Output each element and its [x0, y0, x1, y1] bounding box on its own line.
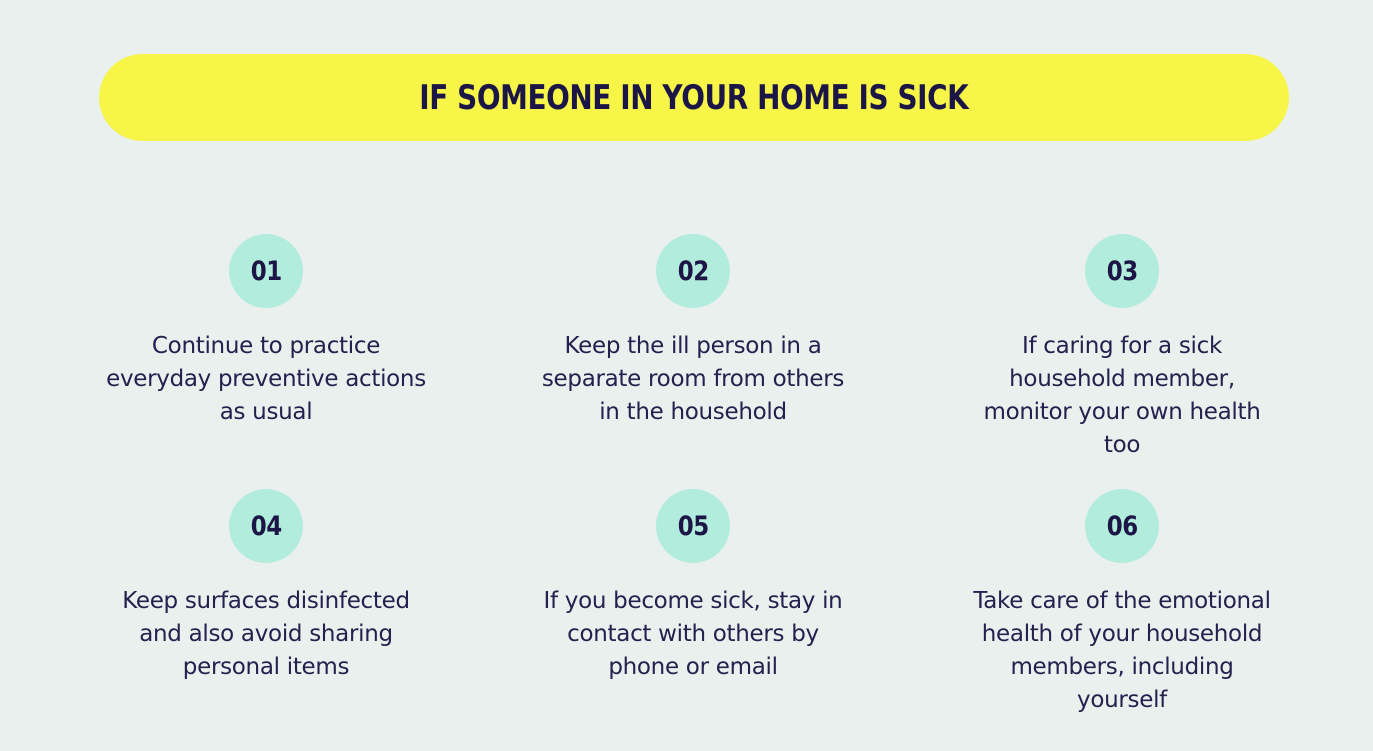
step-4: 04 Keep surfaces disinfected and also av…: [96, 489, 436, 684]
step-number: 04: [250, 510, 282, 542]
title-banner: IF SOMEONE IN YOUR HOME IS SICK: [99, 54, 1289, 141]
step-description: Continue to practice everyday preventive…: [106, 333, 426, 425]
step-number: 02: [677, 255, 709, 287]
step-number-badge: 02: [656, 234, 730, 308]
step-5: 05 If you become sick, stay in contact w…: [523, 489, 863, 684]
step-description: If caring for a sick household member, m…: [983, 333, 1261, 458]
step-number-badge: 03: [1085, 234, 1159, 308]
step-number-badge: 04: [229, 489, 303, 563]
step-number: 03: [1106, 255, 1138, 287]
step-description: If you become sick, stay in contact with…: [543, 588, 843, 680]
page-title: IF SOMEONE IN YOUR HOME IS SICK: [419, 77, 969, 118]
step-6: 06 Take care of the emotional health of …: [952, 489, 1292, 717]
step-number-badge: 05: [656, 489, 730, 563]
step-1: 01 Continue to practice everyday prevent…: [96, 234, 436, 429]
step-description: Keep the ill person in a separate room f…: [541, 333, 845, 425]
step-2: 02 Keep the ill person in a separate roo…: [523, 234, 863, 429]
step-number: 06: [1106, 510, 1138, 542]
step-number-badge: 06: [1085, 489, 1159, 563]
step-description: Keep surfaces disinfected and also avoid…: [122, 588, 410, 680]
step-number: 05: [677, 510, 709, 542]
step-3: 03 If caring for a sick household member…: [952, 234, 1292, 462]
step-number: 01: [250, 255, 282, 287]
step-number-badge: 01: [229, 234, 303, 308]
step-description: Take care of the emotional health of you…: [973, 588, 1271, 713]
